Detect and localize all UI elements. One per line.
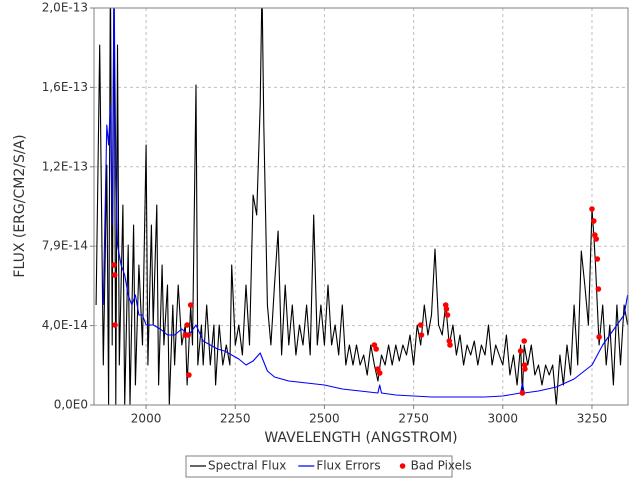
legend-label: Flux Errors (316, 459, 380, 473)
y-tick-label: 2,0E-13 (42, 1, 88, 15)
bad-pixel-marker (112, 322, 118, 328)
bad-pixel-marker (111, 272, 118, 278)
y-tick-label: 1,2E-13 (42, 159, 88, 173)
bad-pixel-marker (519, 390, 526, 396)
bad-pixel-marker (417, 322, 424, 328)
x-axis-label: WAVELENGTH (ANGSTROM) (264, 430, 457, 446)
y-tick-label: 4,0E-14 (42, 318, 88, 332)
bad-pixel-marker (521, 362, 528, 368)
bad-pixel-marker (595, 286, 602, 292)
plot-frame (93, 7, 629, 406)
x-tick-label: 3000 (488, 412, 519, 426)
x-tick-label: 2500 (309, 412, 340, 426)
bad-pixel-marker (444, 312, 451, 318)
bad-pixel-marker (521, 338, 527, 344)
x-tick-label: 3250 (577, 412, 608, 426)
bad-pixel-marker (373, 346, 379, 352)
y-tick-label: 7,9E-14 (42, 239, 88, 253)
x-tick-label: 2000 (131, 412, 162, 426)
bad-pixel-marker (596, 334, 602, 340)
bad-pixel-marker (522, 366, 528, 372)
y-axis-label: FLUX (ERG/CM2/S/A) (12, 134, 28, 277)
bad-pixel-marker (593, 236, 600, 242)
bad-pixel-marker (376, 370, 383, 376)
x-tick-label: 2250 (220, 412, 251, 426)
legend-label: Spectral Flux (208, 459, 286, 473)
bad-pixel-marker (111, 262, 117, 268)
y-tick-label: 1,6E-13 (42, 80, 88, 94)
bad-pixel-marker (186, 372, 192, 378)
bad-pixel-marker (447, 342, 453, 348)
bad-pixel-marker (517, 348, 524, 354)
bad-pixel-marker (594, 256, 601, 262)
legend-label: Bad Pixels (411, 459, 472, 473)
bad-pixel-marker (589, 206, 595, 212)
bad-pixel-marker (590, 218, 597, 224)
series-line (102, 8, 628, 398)
bad-pixel-marker (187, 302, 194, 308)
bad-pixel-marker (185, 332, 191, 338)
bad-pixel-marker (443, 306, 450, 312)
bad-pixel-marker (418, 332, 425, 338)
legend-swatch (399, 463, 406, 469)
bad-pixel-marker (184, 322, 190, 328)
series-line (95, 8, 628, 405)
legend (185, 455, 453, 478)
x-tick-label: 2750 (398, 412, 429, 426)
y-tick-label: 0,0E0 (54, 398, 88, 412)
